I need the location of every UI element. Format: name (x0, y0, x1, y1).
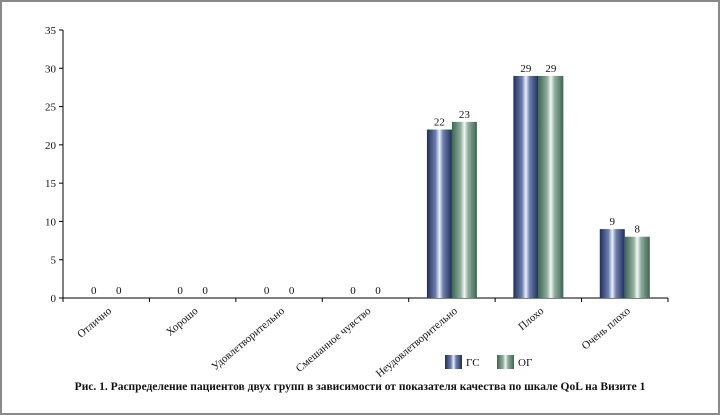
legend-label: ОГ (518, 357, 532, 369)
x-tick-label: Хорошо (164, 305, 201, 339)
chart-title: Рис. 1. Распределение пациентов двух гру… (75, 381, 646, 393)
x-tick-label: Удовлетворительно (209, 305, 287, 373)
y-tick-label: 0 (51, 293, 57, 305)
bar (513, 75, 539, 298)
bar (624, 236, 650, 298)
x-tick-label: Отлично (75, 305, 114, 341)
data-label: 0 (202, 285, 208, 297)
data-label: 29 (520, 63, 532, 75)
legend-swatch (445, 355, 462, 369)
bar (599, 229, 625, 298)
x-tick-label: Очень плохо (580, 305, 633, 353)
data-label: 0 (177, 285, 183, 297)
data-label: 0 (116, 285, 122, 297)
legend-label: ГС (466, 357, 480, 369)
bar (538, 75, 564, 298)
legend-swatch (497, 355, 514, 369)
x-tick-label: Смешанное чувство (294, 305, 374, 375)
data-label: 0 (289, 285, 295, 297)
y-tick-label: 15 (45, 178, 57, 190)
data-label: 0 (375, 285, 381, 297)
y-tick-label: 5 (51, 255, 57, 267)
legend: ГС ОГ (445, 355, 532, 369)
bar (426, 129, 452, 298)
y-tick-label: 20 (45, 140, 57, 152)
y-tick-label: 35 (45, 25, 57, 37)
y-tick-label: 30 (45, 63, 57, 75)
data-label: 22 (434, 117, 445, 129)
data-label: 0 (350, 285, 356, 297)
bar (451, 121, 477, 298)
data-label: 0 (264, 285, 270, 297)
data-label: 0 (91, 285, 97, 297)
data-label: 9 (610, 216, 616, 228)
data-label: 29 (545, 63, 557, 75)
y-tick-label: 25 (45, 102, 57, 114)
y-tick-label: 10 (45, 216, 57, 228)
data-label: 23 (459, 109, 471, 121)
data-label: 8 (635, 224, 641, 236)
x-tick-label: Плохо (516, 305, 546, 333)
